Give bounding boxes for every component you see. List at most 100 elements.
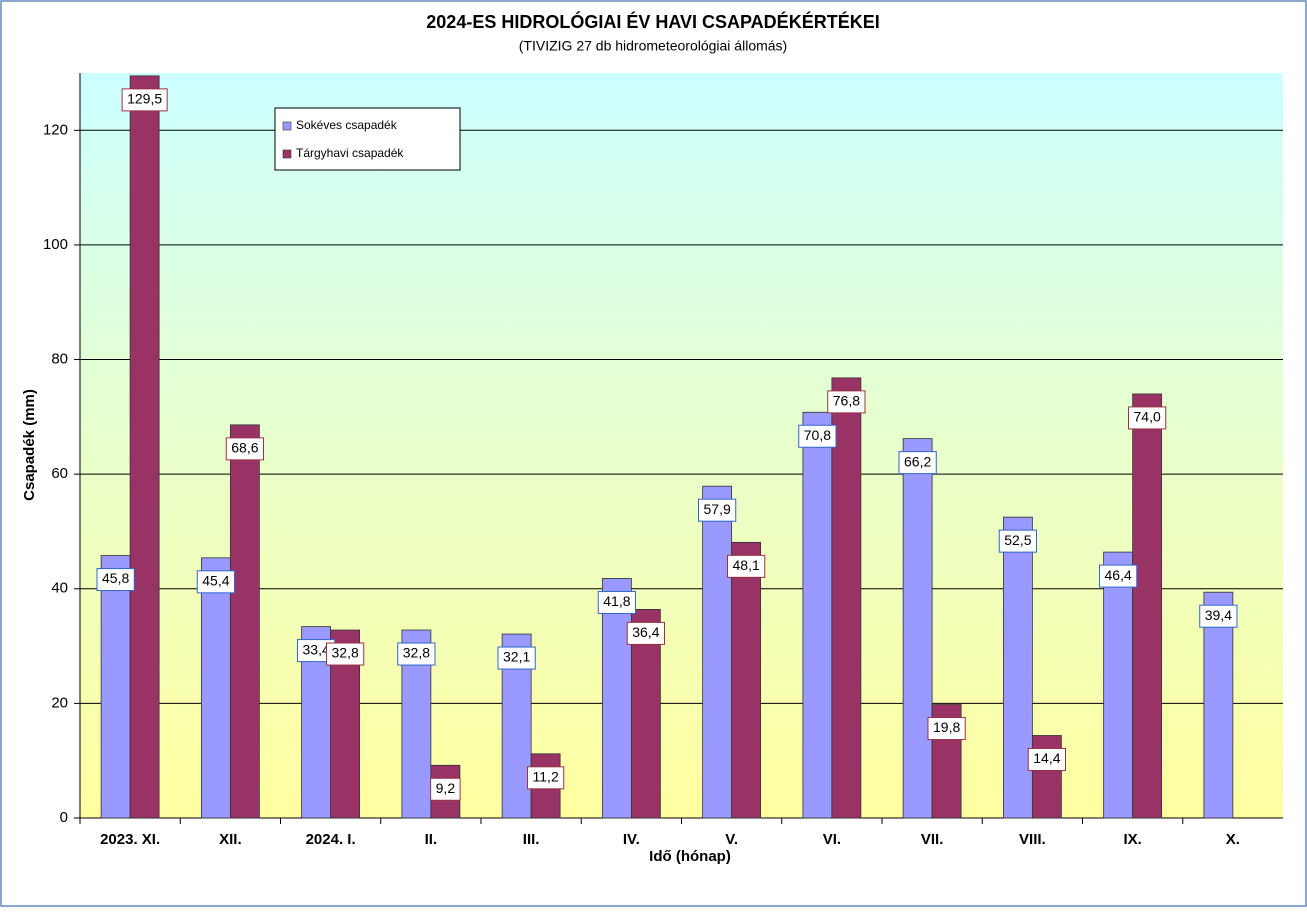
y-tick-label: 40: [51, 580, 68, 597]
value-label-text: 45,8: [102, 570, 129, 586]
bar: [200, 557, 231, 819]
value-label-text: 70,8: [804, 427, 831, 443]
value-label-text: 9,2: [436, 780, 456, 796]
value-label: 45,8: [96, 568, 135, 592]
legend-swatch: [282, 149, 292, 159]
value-label-text: 39,4: [1205, 607, 1232, 623]
legend-label: Sokéves csapadék: [296, 118, 398, 132]
value-label: 36,4: [626, 621, 665, 645]
value-label-text: 36,4: [632, 624, 659, 640]
bar: [1132, 393, 1163, 819]
value-label-box: [827, 390, 866, 414]
value-label: 129,5: [121, 88, 168, 112]
value-label-box: [626, 621, 665, 645]
value-label-box: [397, 642, 436, 666]
value-label: 33,4: [297, 639, 336, 663]
value-label-box: [430, 777, 461, 801]
bar: [100, 555, 131, 819]
value-label: 66,2: [898, 451, 937, 475]
value-label-box: [497, 646, 536, 670]
value-label-box: [1128, 406, 1167, 430]
value-label-text: 32,8: [332, 645, 359, 661]
value-label-text: 32,8: [403, 645, 430, 661]
x-tick-label: IV.: [623, 831, 640, 848]
value-label-text: 32,1: [503, 649, 530, 665]
x-tick-label: VII.: [921, 831, 944, 848]
value-label: 76,8: [827, 390, 866, 414]
value-label-text: 11,2: [533, 769, 559, 785]
value-label-text: 68,6: [231, 440, 258, 456]
value-label: 74,0: [1128, 406, 1167, 430]
y-tick-label: 20: [51, 694, 68, 711]
value-label: 11,2: [527, 766, 565, 790]
value-label: 70,8: [798, 424, 837, 448]
plot-area: [80, 73, 1283, 818]
x-tick-label: 2023. XI.: [100, 831, 160, 848]
value-label-text: 129,5: [127, 91, 162, 107]
value-label: 48,1: [727, 554, 766, 578]
bar: [601, 578, 632, 819]
x-tick-label: II.: [425, 831, 438, 848]
value-label-box: [927, 717, 966, 741]
bar: [1002, 516, 1033, 819]
y-tick-label: 0: [60, 809, 68, 826]
value-label-box: [527, 766, 565, 790]
x-tick-label: X.: [1226, 831, 1240, 848]
x-tick-label: 2024. I.: [306, 831, 356, 848]
x-tick-label: XII.: [219, 831, 242, 848]
value-label-box: [1027, 747, 1066, 771]
value-label-text: 57,9: [704, 501, 731, 517]
value-label: 32,1: [497, 646, 536, 670]
x-tick-label: III.: [523, 831, 540, 848]
value-label: 52,5: [998, 529, 1037, 553]
value-label-box: [1099, 564, 1138, 588]
bar: [802, 411, 833, 819]
value-label-box: [121, 88, 168, 112]
value-label-box: [196, 570, 235, 594]
value-label: 57,9: [698, 498, 737, 522]
value-label-text: 14,4: [1033, 750, 1060, 766]
chart-title: 2024-ES HIDROLÓGIAI ÉV HAVI CSAPADÉKÉRTÉ…: [426, 11, 879, 32]
value-label-text: 46,4: [1105, 567, 1132, 583]
x-tick-label: VIII.: [1019, 831, 1046, 848]
y-axis-label: Csapadék (mm): [21, 389, 38, 501]
value-label-text: 76,8: [833, 393, 860, 409]
value-label-box: [1199, 604, 1238, 628]
x-tick-label: IX.: [1123, 831, 1141, 848]
value-label: 9,2: [430, 777, 461, 801]
x-axis-label: Idő (hónap): [649, 848, 731, 865]
bar: [1203, 591, 1234, 819]
x-tick-label: VI.: [823, 831, 841, 848]
bar: [902, 438, 933, 819]
legend-swatch: [282, 121, 292, 131]
value-label-text: 48,1: [733, 557, 760, 573]
y-tick-label: 80: [51, 351, 68, 368]
value-label-text: 33,4: [303, 641, 330, 657]
value-label: 32,8: [326, 642, 365, 666]
value-label: 32,8: [397, 642, 436, 666]
bar: [129, 75, 160, 819]
value-label-box: [698, 498, 737, 522]
bar: [831, 377, 862, 819]
value-label: 41,8: [597, 590, 636, 614]
legend: Sokéves csapadék Tárgyhavi csapadék: [274, 107, 461, 171]
legend-box: [274, 107, 461, 171]
value-label-box: [798, 424, 837, 448]
value-label-text: 66,2: [904, 453, 931, 469]
value-label-box: [225, 437, 264, 461]
bar: [229, 424, 260, 819]
chart-subtitle: (TIVIZIG 27 db hidrometeorológiai állomá…: [519, 38, 787, 54]
y-tick-label: 100: [43, 236, 68, 253]
value-label: 45,4: [196, 570, 235, 594]
bar: [731, 541, 762, 819]
value-label-text: 45,4: [202, 573, 229, 589]
x-tick-label: V.: [725, 831, 738, 848]
bar: [1031, 735, 1062, 819]
value-label-box: [998, 529, 1037, 553]
value-label: 14,4: [1027, 747, 1066, 771]
value-label-box: [898, 451, 937, 475]
value-label: 19,8: [927, 717, 966, 741]
value-label-box: [326, 642, 365, 666]
value-label: 46,4: [1099, 564, 1138, 588]
